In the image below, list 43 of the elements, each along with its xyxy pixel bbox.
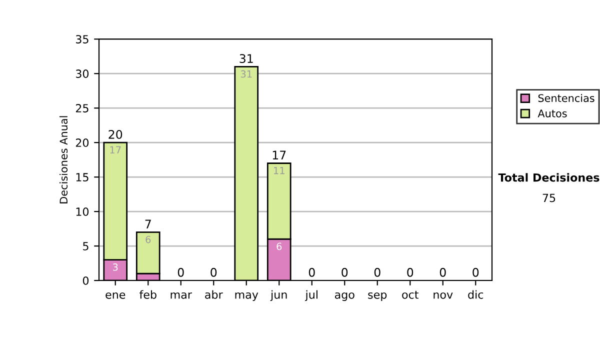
total-label: 20 bbox=[108, 130, 122, 139]
data-label: 3 bbox=[113, 263, 118, 271]
x-tick-label: abr bbox=[205, 290, 223, 299]
x-tick-label: ene bbox=[106, 292, 126, 299]
x-tick-label: may bbox=[235, 292, 258, 301]
x-tick-label: ago bbox=[334, 292, 354, 301]
total-label: 0 bbox=[342, 268, 348, 277]
x-tick-label: jun bbox=[270, 290, 287, 301]
y-tick-label: 0 bbox=[82, 276, 89, 285]
data-label: 6 bbox=[146, 236, 151, 244]
total-label: 0 bbox=[210, 268, 217, 277]
y-tick-label: 5 bbox=[83, 242, 88, 250]
x-tick-label: jul bbox=[305, 290, 318, 301]
y-tick-label: 10 bbox=[76, 208, 89, 216]
text: 75 bbox=[542, 194, 556, 202]
y-tick-label: 30 bbox=[76, 70, 89, 78]
data-label: 31 bbox=[240, 70, 252, 78]
total-label: 31 bbox=[240, 54, 253, 64]
y-axis-title: Decisiones Anual bbox=[60, 116, 68, 204]
data-label: 11 bbox=[274, 166, 284, 174]
total-label: 7 bbox=[145, 220, 151, 228]
x-tick-label: dic bbox=[468, 290, 484, 299]
x-tick-label: nov bbox=[434, 292, 453, 299]
data-label: 6 bbox=[276, 242, 282, 250]
x-tick-label: feb bbox=[139, 290, 156, 299]
total-label: 0 bbox=[308, 268, 315, 277]
y-tick-label: 20 bbox=[76, 138, 89, 147]
legend-label: Sentencias bbox=[538, 94, 594, 102]
text: Total Decisiones bbox=[498, 173, 600, 182]
y-tick-label: 15 bbox=[76, 173, 88, 182]
y-tick-label: 25 bbox=[76, 104, 88, 112]
y-tick-label: 35 bbox=[76, 35, 88, 44]
total-label: 17 bbox=[272, 150, 286, 160]
total-label: 0 bbox=[178, 268, 184, 277]
total-label: 0 bbox=[440, 268, 446, 277]
legend-label: Autos bbox=[538, 110, 567, 118]
total-label: 0 bbox=[407, 268, 414, 277]
data-label: 17 bbox=[110, 146, 121, 154]
total-label: 0 bbox=[472, 268, 479, 277]
x-tick-label: mar bbox=[170, 292, 192, 299]
x-tick-label: sep bbox=[368, 292, 387, 301]
total-label: 0 bbox=[374, 268, 380, 277]
x-tick-label: oct bbox=[402, 290, 418, 299]
